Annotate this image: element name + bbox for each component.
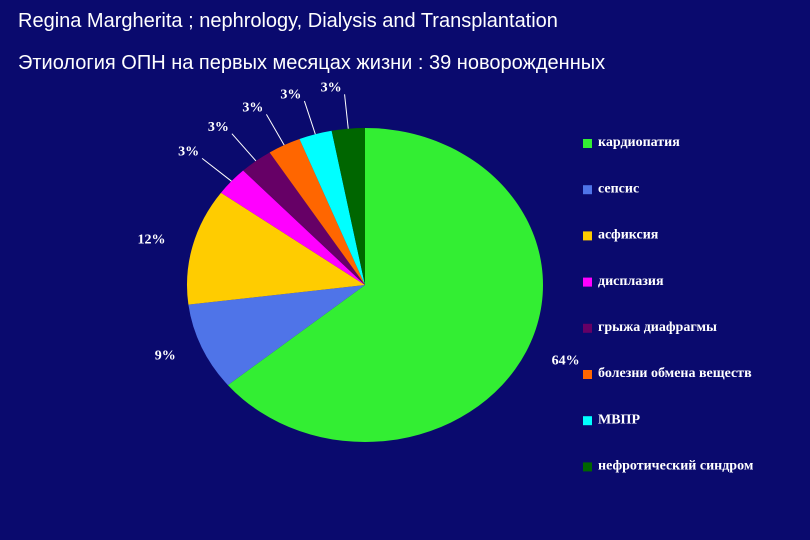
data-label: 9%	[155, 348, 176, 363]
pie-slice	[331, 128, 365, 285]
pie-slice	[220, 170, 365, 285]
chart-subtitle: Этиология ОПН на первых месяцах жизни : …	[18, 52, 605, 74]
legend-swatch	[583, 277, 592, 287]
legend-label: асфиксия	[598, 228, 659, 243]
legend-swatch	[583, 370, 592, 379]
pie-slice	[243, 152, 365, 285]
data-label: 3%	[178, 145, 199, 160]
legend-label: болезни обмена веществ	[598, 366, 752, 381]
legend-label: сепсис	[598, 181, 639, 196]
pie-slice	[227, 128, 544, 442]
data-label: 3%	[208, 120, 229, 135]
pie-slice	[269, 139, 365, 285]
legend-label: грыжа диафрагмы	[598, 320, 717, 335]
leader-line	[231, 133, 257, 162]
legend-label: МВПР	[598, 412, 640, 427]
data-label: 64%	[552, 353, 580, 368]
data-label: 12%	[137, 233, 165, 248]
data-label: 3%	[321, 81, 342, 96]
legend-swatch	[583, 231, 592, 241]
data-label: 3%	[280, 87, 301, 102]
pie-slice	[188, 285, 365, 386]
pie-slice	[299, 130, 365, 285]
legend-label: дисплазия	[598, 274, 664, 289]
chart-title: Regina Margherita ; nephrology, Dialysis…	[18, 10, 558, 32]
leader-line	[201, 157, 232, 182]
pie-slice	[187, 192, 365, 305]
legend-swatch	[583, 462, 592, 472]
legend-swatch	[583, 323, 592, 333]
legend-label: нефротический синдром	[598, 459, 754, 474]
legend-swatch	[583, 416, 592, 426]
leader-line	[265, 114, 285, 146]
data-label: 3%	[242, 101, 263, 116]
leader-line	[344, 94, 349, 129]
legend-label: кардиопатия	[598, 135, 680, 150]
legend-swatch	[583, 139, 592, 148]
leader-line	[303, 100, 316, 135]
legend-swatch	[583, 185, 592, 195]
